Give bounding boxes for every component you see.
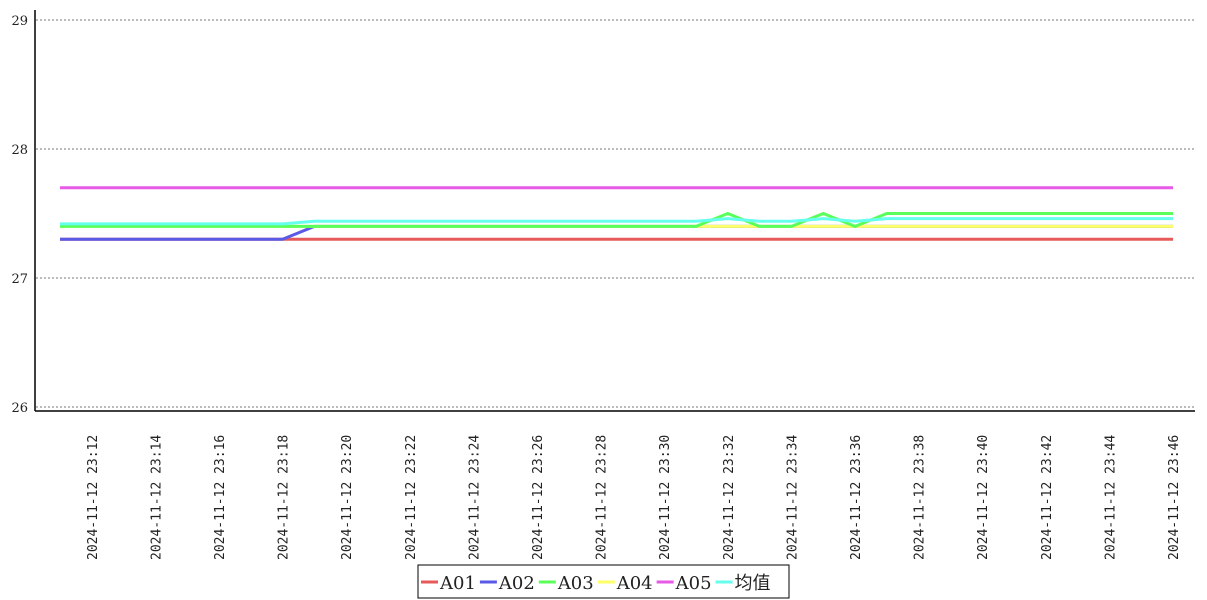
y-tick-label: 26	[11, 401, 28, 416]
x-tick-label: 2024-11-12 23:18	[277, 435, 292, 560]
legend-label: A05	[675, 573, 712, 594]
x-tick-label: 2024-11-12 23:24	[467, 435, 482, 560]
x-tick-label: 2024-11-12 23:38	[913, 435, 928, 560]
x-tick-label: 2024-11-12 23:34	[785, 435, 800, 560]
y-tick-label: 29	[11, 14, 28, 29]
legend-label: A03	[557, 573, 594, 594]
legend-label: 均值	[735, 573, 771, 594]
x-tick-label: 2024-11-12 23:44	[1103, 435, 1118, 560]
series-line	[60, 224, 1173, 241]
legend-label: A01	[439, 573, 476, 594]
x-tick-label: 2024-11-12 23:28	[595, 435, 610, 560]
x-tick-label: 2024-11-12 23:16	[213, 435, 228, 560]
y-tick-label: 28	[11, 143, 28, 158]
x-tick-label: 2024-11-12 23:40	[976, 435, 991, 560]
x-tick-label: 2024-11-12 23:12	[86, 435, 101, 560]
x-tick-label: 2024-11-12 23:32	[722, 435, 737, 560]
legend-label: A02	[498, 573, 535, 594]
x-tick-label: 2024-11-12 23:30	[658, 435, 673, 560]
x-tick-label: 2024-11-12 23:42	[1040, 435, 1055, 560]
x-tick-label: 2024-11-12 23:20	[340, 435, 355, 560]
x-tick-label: 2024-11-12 23:46	[1167, 435, 1182, 560]
x-tick-label: 2024-11-12 23:22	[404, 435, 419, 560]
y-tick-label: 27	[11, 272, 28, 287]
x-tick-label: 2024-11-12 23:36	[849, 435, 864, 560]
x-tick-label: 2024-11-12 23:26	[531, 435, 546, 560]
series-line	[60, 217, 1173, 226]
series-line	[60, 211, 1173, 229]
x-tick-label: 2024-11-12 23:14	[149, 435, 164, 560]
legend-label: A04	[616, 573, 653, 594]
